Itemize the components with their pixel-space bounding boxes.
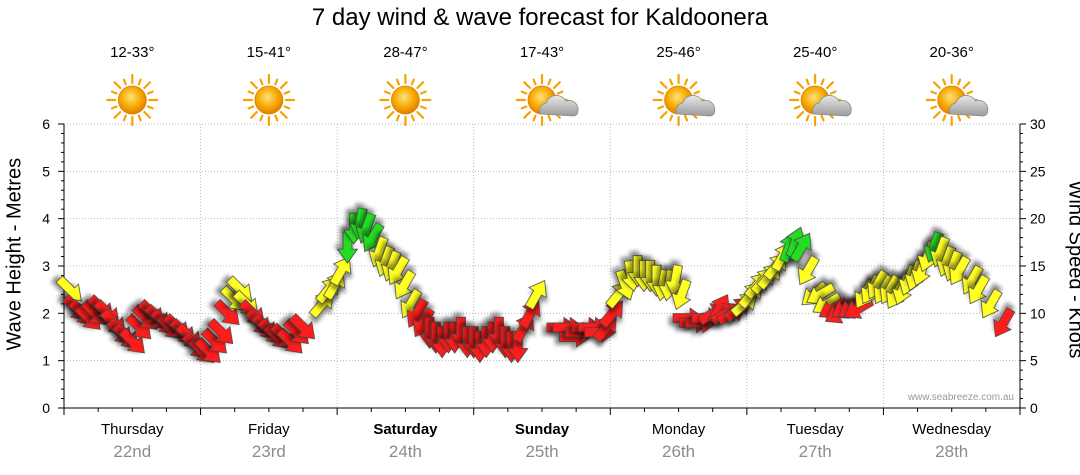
day-temperature: 28-47°	[383, 44, 428, 61]
day-name-label: Wednesday	[912, 421, 992, 438]
wind-arrow-mark	[55, 275, 82, 302]
y-tick-label-right: 5	[1030, 353, 1038, 369]
sun-cloud-icon	[925, 73, 989, 127]
wind-arrow-mark	[993, 307, 1016, 338]
day-date-label: 25th	[525, 442, 559, 461]
y-tick-label-right: 30	[1030, 116, 1046, 132]
wind-arrow-mark	[789, 232, 812, 263]
y-tick-label-right: 25	[1030, 163, 1046, 179]
day-date-label: 23rd	[251, 442, 286, 461]
chart-title: 7 day wind & wave forecast for Kaldooner…	[311, 4, 769, 31]
y-tick-label-left: 5	[42, 163, 50, 179]
y-axis-left-label: Wave Height - Metres	[3, 157, 26, 351]
day-temperature: 12-33°	[110, 44, 155, 61]
wind-arrow-mark	[394, 269, 417, 300]
day-name-label: Sunday	[514, 421, 570, 438]
y-tick-label-right: 10	[1030, 305, 1046, 321]
wind-arrow-mark	[329, 256, 352, 287]
sun-cloud-icon	[788, 73, 852, 127]
day-temperature: 25-46°	[656, 44, 701, 61]
day-name-label: Monday	[651, 421, 706, 438]
wind-arrow-mark	[598, 300, 624, 329]
y-tick-label-left: 4	[42, 211, 50, 227]
wind-arrow-mark	[207, 317, 234, 345]
day-temperature: 15-41°	[246, 44, 292, 61]
sun-cloud-icon	[652, 73, 716, 127]
watermark: www.seabreeze.com.au	[907, 392, 1014, 403]
day-date-label: 22nd	[113, 442, 152, 461]
y-tick-label-right: 15	[1030, 258, 1046, 274]
y-tick-label-left: 3	[42, 258, 50, 274]
day-name-label: Friday	[248, 421, 290, 438]
day-name-label: Thursday	[101, 421, 164, 438]
day-date-label: 26th	[662, 442, 696, 461]
wind-arrow-mark	[288, 313, 316, 340]
sun-icon	[106, 73, 159, 127]
y-tick-label-left: 0	[42, 400, 50, 416]
day-name-label: Saturday	[373, 421, 438, 438]
day-date-label: 28th	[935, 442, 969, 461]
wind-arrow-mark	[524, 279, 547, 311]
y-tick-label-right: 0	[1030, 400, 1038, 416]
wind-arrow-mark	[949, 254, 972, 286]
day-date-label: 24th	[388, 442, 422, 461]
day-temperature: 25-40°	[792, 44, 838, 61]
sun-icon	[242, 73, 295, 127]
day-temperature: 17-43°	[519, 44, 565, 61]
wind-arrow-mark	[980, 288, 1003, 319]
y-tick-label-left: 6	[42, 116, 50, 132]
sun-cloud-icon	[515, 73, 579, 127]
day-temperature: 20-36°	[929, 44, 974, 61]
day-name-label: Tuesday	[786, 421, 844, 438]
wind-arrow-mark	[797, 254, 820, 286]
wind-arrow-mark	[968, 273, 991, 305]
wind-arrow-mark	[671, 278, 692, 311]
y-tick-label-left: 1	[42, 353, 50, 369]
day-date-label: 27th	[798, 442, 832, 461]
y-tick-label-right: 20	[1030, 211, 1046, 227]
sun-icon	[379, 73, 432, 127]
y-tick-label-left: 2	[42, 305, 50, 321]
y-axis-right-label: Wind Speed - Knots	[1064, 180, 1080, 359]
